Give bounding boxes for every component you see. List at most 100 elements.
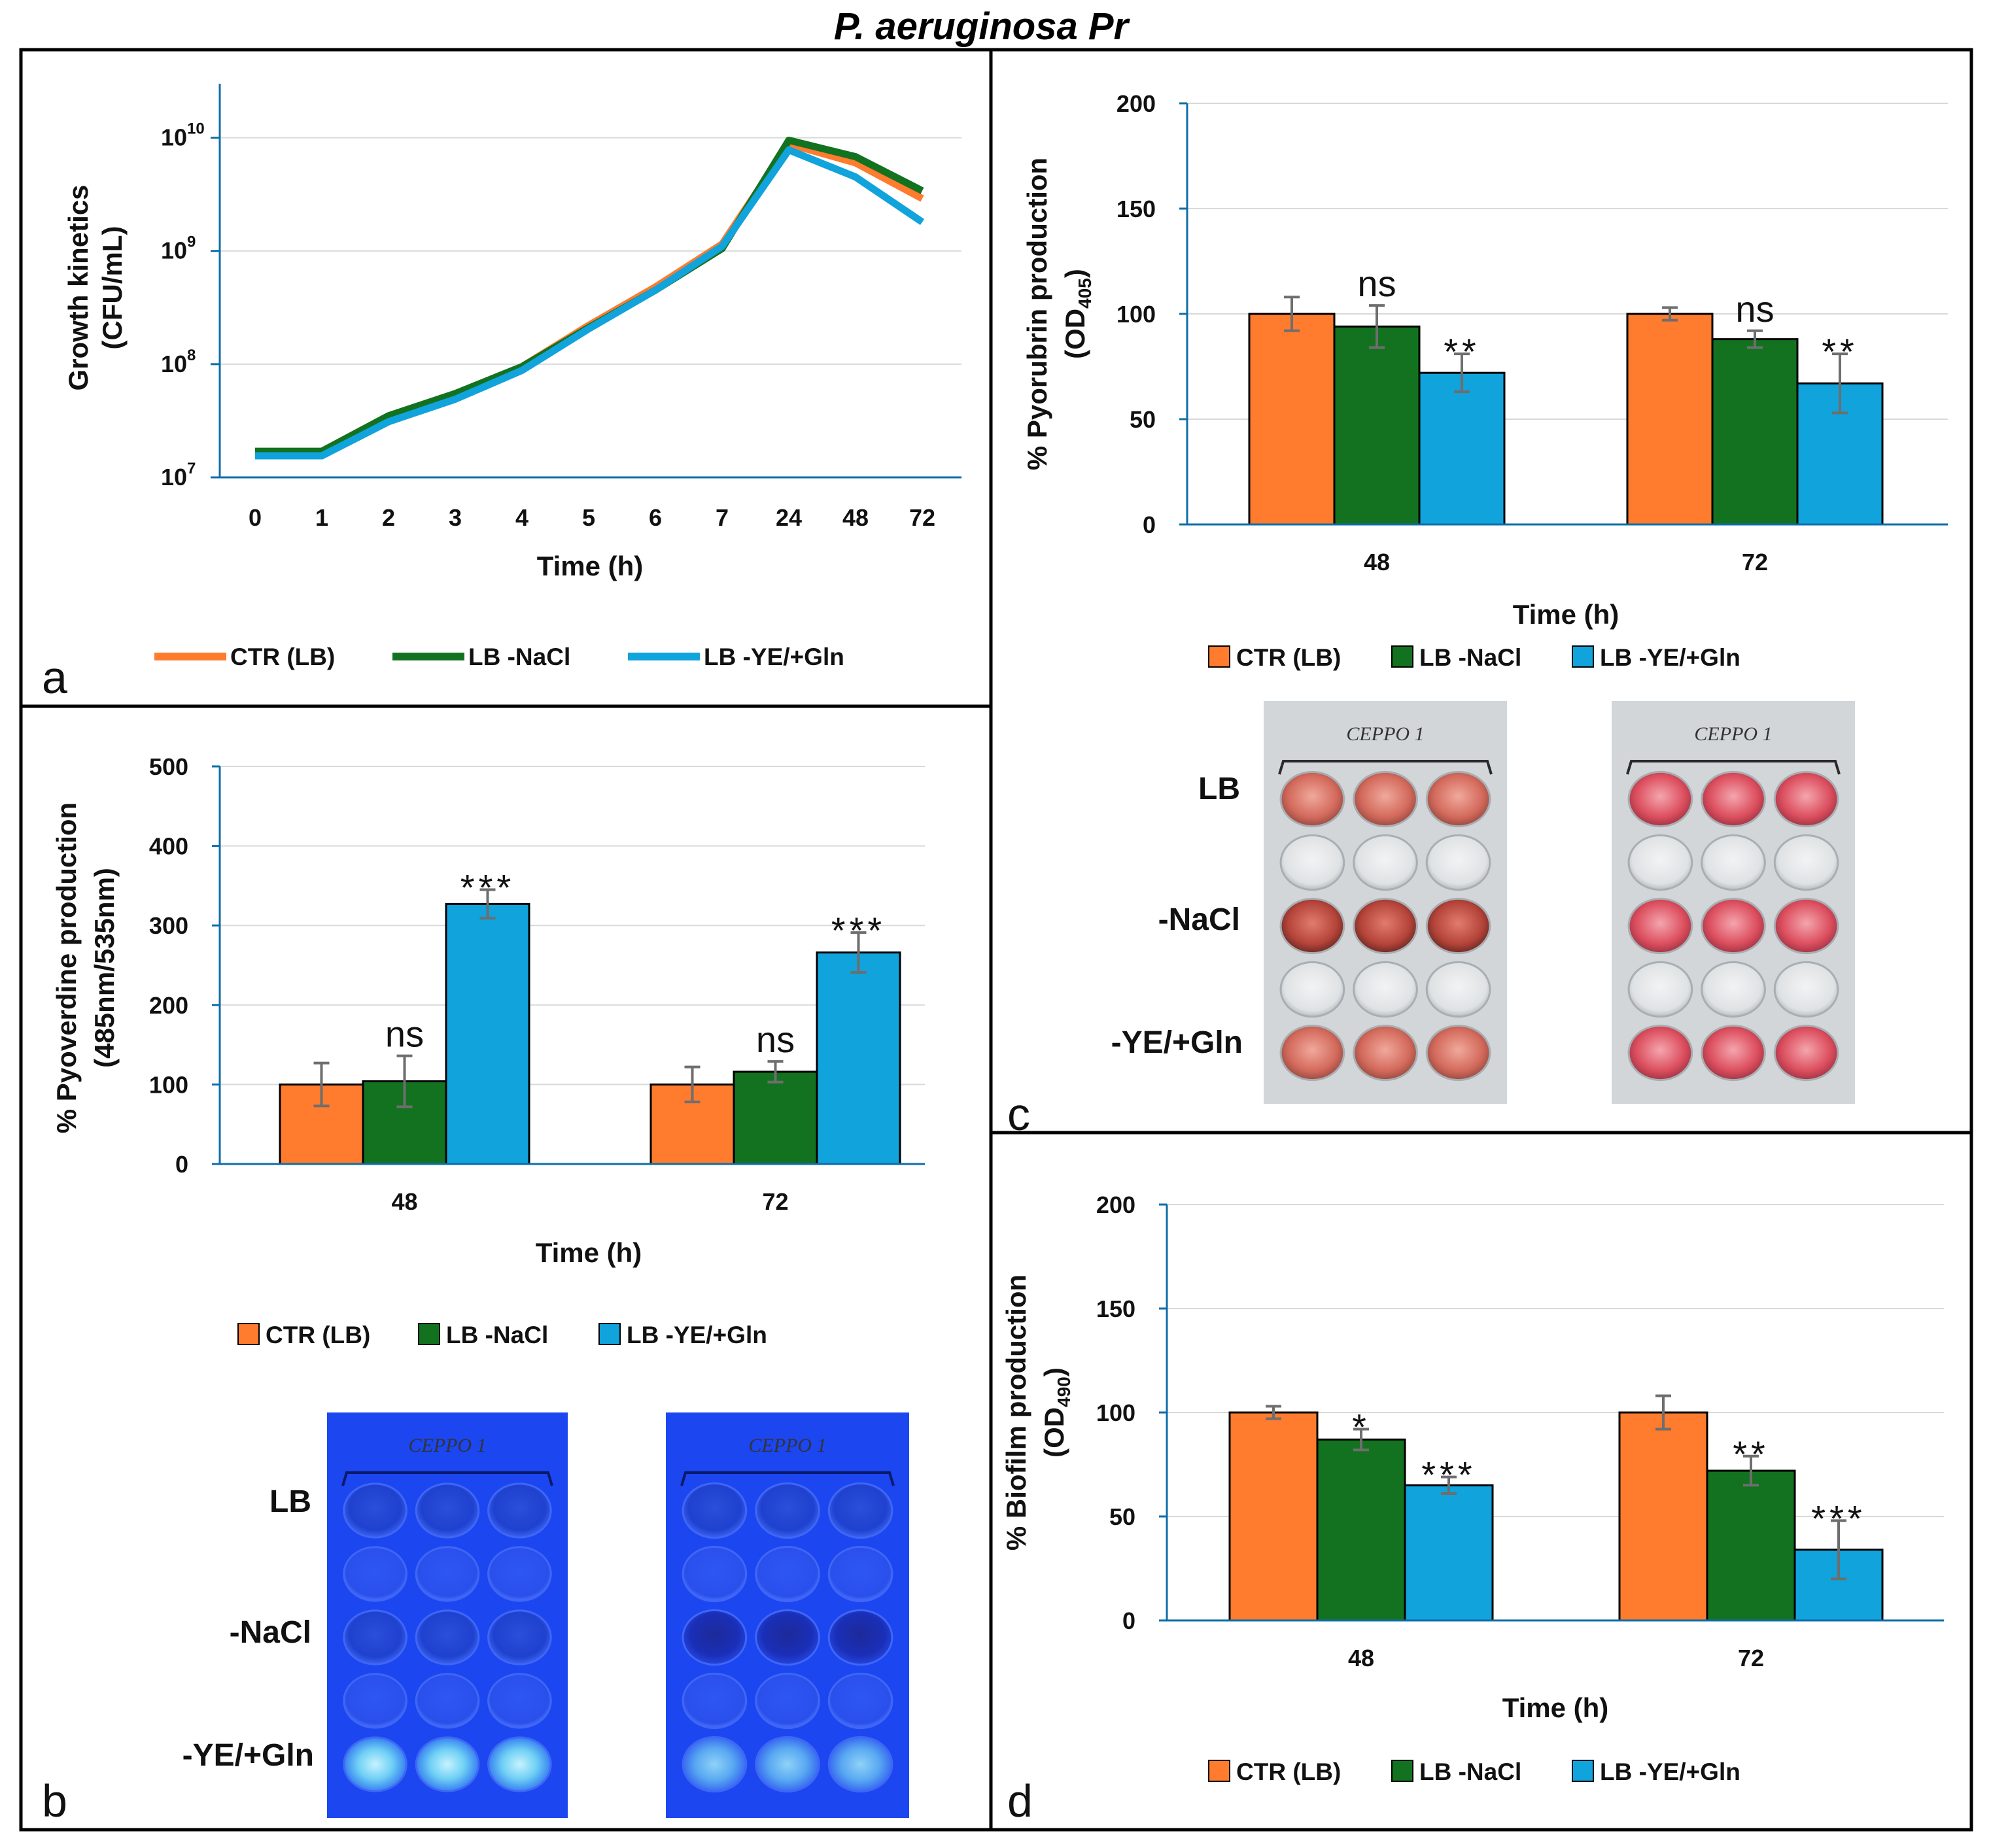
panel-b-legend-swatch — [598, 1323, 621, 1345]
plate-well — [827, 1545, 893, 1603]
panel-a-x-tick-label: 3 — [449, 504, 462, 531]
plate-well — [682, 1672, 748, 1730]
plate-c-row-label-lb: LB — [1198, 772, 1240, 806]
plate-well — [1773, 897, 1839, 955]
plate-well — [415, 1736, 480, 1792]
plate-well — [343, 1673, 407, 1729]
panel-c-bar — [1333, 325, 1421, 526]
panel-a-x-axis-label: Time (h) — [537, 551, 644, 581]
panel-c-legend-label: CTR (LB) — [1236, 644, 1341, 671]
panel-d-bar — [1618, 1411, 1708, 1622]
panel-d-y-label-close: ) — [1039, 1367, 1069, 1377]
plate-well — [415, 1609, 480, 1666]
panel-b-legend-label: CTR (LB) — [266, 1322, 370, 1348]
plate-well — [755, 1672, 820, 1730]
plate-well — [1773, 834, 1839, 891]
panel-b-legend-swatch — [237, 1323, 260, 1345]
plate-c-row-label-ye-gln: -YE/+Gln — [1111, 1025, 1243, 1060]
panel-b-legend-swatch — [418, 1323, 440, 1345]
plate-well — [1701, 961, 1766, 1018]
panel-d-x-tick-labels: 48 72 — [1348, 1645, 1764, 1671]
panel-c-error-bar — [1454, 352, 1470, 394]
panel-a-x-tick-label: 2 — [382, 504, 395, 531]
panel-d-error-bar — [1831, 1519, 1846, 1581]
plate-photo-red-48h: CEPPO 1 — [1264, 701, 1507, 1104]
panel-b-error-bar — [767, 1060, 784, 1084]
plate-well — [1279, 834, 1345, 891]
panel-a-x-tick-label: 5 — [582, 504, 595, 531]
plate-well — [1353, 961, 1418, 1018]
panel-c-bar — [1248, 313, 1336, 526]
plate-b-row-label-nacl: -NaCl — [230, 1615, 311, 1650]
plate-well — [755, 1609, 820, 1666]
panel-b-significance-label: ns — [756, 1019, 795, 1060]
panel-d-y-tick-label: 150 — [1096, 1295, 1135, 1322]
panel-a-x-tick-label: 48 — [842, 504, 869, 531]
plate-well — [1627, 961, 1693, 1018]
panel-b-y-tick-label: 100 — [149, 1071, 188, 1098]
panel-a-legend-label: LB -NaCl — [468, 643, 570, 670]
panel-b-legend: CTR (LB) LB -NaCl LB -YE/+Gln — [237, 1322, 767, 1348]
plate-well — [682, 1736, 748, 1793]
panel-b-y-tick-label: 300 — [149, 912, 188, 939]
panel-a-y-tick-exponent: 8 — [187, 347, 196, 364]
panel-d-y-tick-labels: 0 50 100 150 200 — [1096, 1191, 1167, 1634]
plate-well — [755, 1736, 820, 1793]
panel-c-error-bar — [1832, 352, 1848, 415]
plate-well — [1701, 834, 1766, 891]
panel-a-x-tick-label: 4 — [515, 504, 528, 531]
plate-handwritten-label: CEPPO 1 — [1346, 723, 1424, 745]
panel-c-error-bar — [1284, 296, 1300, 332]
panel-d-legend-label: CTR (LB) — [1236, 1758, 1341, 1785]
panel-c-significance-label: ns — [1735, 288, 1774, 330]
panel-d-y-label-subscript: 490 — [1054, 1377, 1074, 1407]
panel-d-significance-label: *** — [1421, 1454, 1476, 1496]
panel-b-x-tick-label: 72 — [762, 1188, 788, 1215]
panel-c-significance-label: ** — [1822, 331, 1858, 372]
plate-well — [827, 1609, 893, 1666]
panel-a-series-lines — [255, 136, 925, 460]
panel-c-x-tick-label: 72 — [1742, 549, 1768, 575]
panel-c-legend-swatch — [1391, 645, 1413, 668]
panel-c-plate-photos: LB -NaCl -YE/+Gln CEPPO 1 CEPPO 1 — [1111, 701, 1855, 1104]
panel-d-y-label-od: (OD — [1039, 1407, 1069, 1458]
panel-b-x-tick-labels: 48 72 — [391, 1188, 788, 1215]
panel-a-x-tick-labels: 0 1 2 3 4 5 6 7 24 48 72 — [249, 504, 935, 531]
panel-c-y-label-close: ) — [1060, 269, 1090, 278]
panel-b-plate-photos: LB -NaCl -YE/+Gln CEPPO 1 CEPPO 1 — [182, 1412, 909, 1818]
plate-well — [755, 1545, 820, 1603]
plate-well — [1353, 834, 1418, 891]
panel-c-y-axis-label-line1: % Pyorubrin production — [1022, 158, 1052, 470]
panel-d-error-bar — [1441, 1475, 1457, 1496]
panel-c-y-tick-label: 50 — [1130, 406, 1156, 433]
panel-d-legend-label: LB -YE/+Gln — [1600, 1758, 1740, 1785]
plate-photo-blue-72h: CEPPO 1 — [666, 1412, 909, 1818]
panel-c-x-axis-label: Time (h) — [1513, 599, 1619, 630]
panel-c-bar — [1626, 313, 1714, 526]
plate-well — [487, 1546, 552, 1602]
panel-c-significance-label: ** — [1444, 331, 1480, 372]
plate-well — [1773, 1024, 1839, 1082]
panel-d-bars: ********* — [1228, 1394, 1884, 1622]
panel-b-y-axis-label-line1: % Pyoverdine production — [51, 802, 82, 1133]
plate-well — [1425, 961, 1491, 1018]
panel-d-legend-swatch — [1208, 1760, 1230, 1782]
panel-d-significance-label: * — [1352, 1406, 1370, 1447]
plate-well — [1425, 770, 1491, 828]
plate-handwritten-label: CEPPO 1 — [748, 1435, 826, 1456]
panel-letter-c: c — [1007, 1089, 1030, 1140]
panel-b-bar — [733, 1070, 818, 1165]
panel-a-y-tick-label: 107 — [161, 460, 196, 490]
plate-bracket-line — [1278, 760, 1493, 775]
plate-well — [1627, 897, 1693, 955]
panel-c-y-axis-label-line2: (OD405) — [1060, 269, 1095, 359]
plate-well — [1627, 1024, 1693, 1082]
plate-well — [343, 1736, 407, 1792]
panel-a-y-tick-label: 1010 — [161, 120, 205, 151]
plate-well — [1279, 897, 1345, 955]
plate-bracket-line — [1626, 760, 1841, 775]
panel-b-significance-label: *** — [831, 910, 886, 951]
panel-a-legend-label: CTR (LB) — [230, 643, 335, 670]
